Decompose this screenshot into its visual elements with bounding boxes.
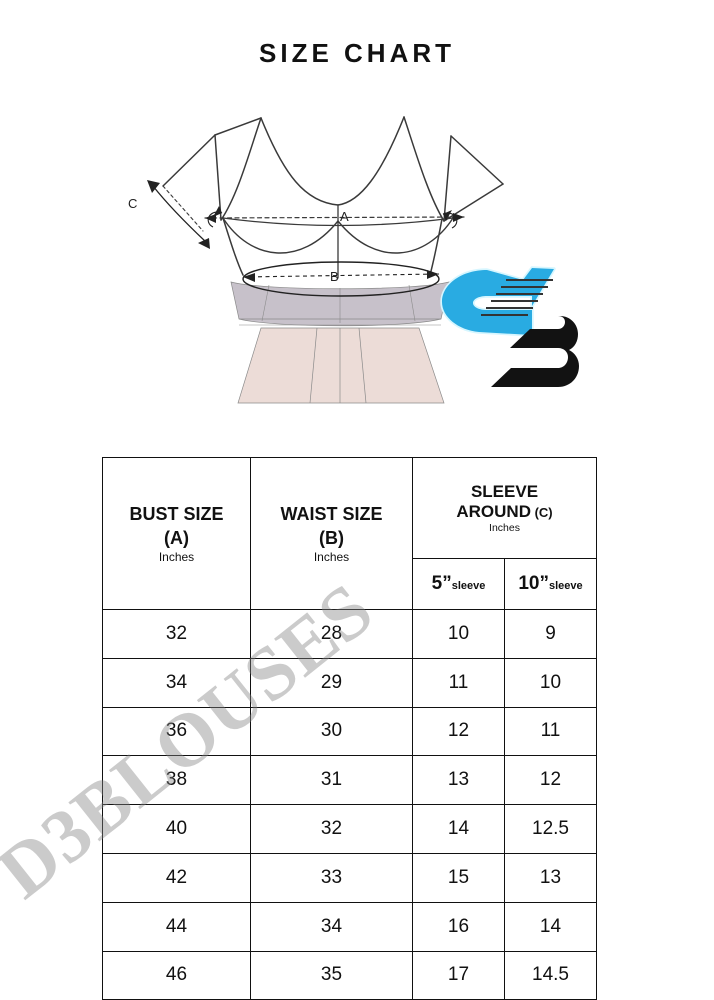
svg-text:C: C [128, 196, 137, 211]
svg-text:A: A [340, 209, 349, 224]
svg-text:B: B [330, 269, 339, 284]
